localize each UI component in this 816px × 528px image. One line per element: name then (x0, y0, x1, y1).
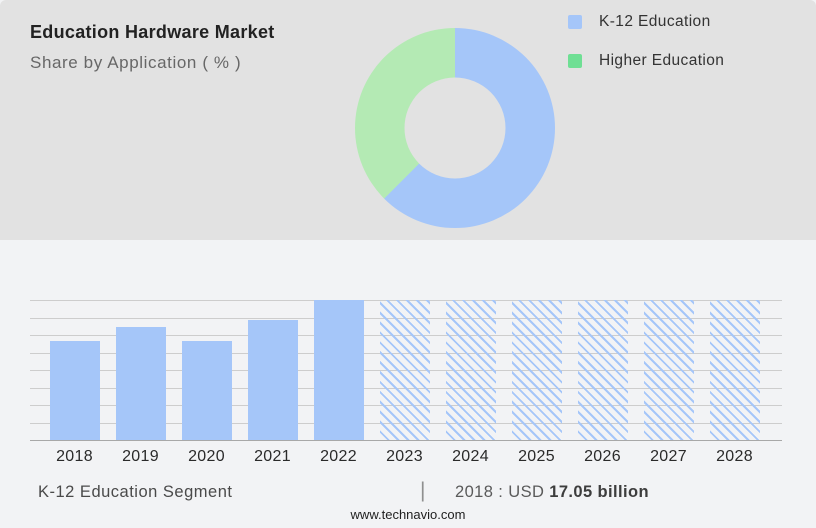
footer-value-prefix: 2018 : USD (455, 483, 550, 501)
bar-2018 (49, 340, 100, 440)
segment-label: K-12 Education Segment (38, 483, 233, 501)
bar-2019 (115, 327, 166, 440)
bar-2020 (181, 341, 232, 440)
x-tick-label: 2023 (386, 448, 423, 465)
bar-chart-panel: 2018 2019 2020 2021 2022 2023 2024 2025 2026 2027… (0, 240, 816, 528)
x-tick-label: 2019 (122, 448, 159, 465)
footer-value-bold: 17.05 billion (549, 483, 649, 501)
x-tick-label: 2026 (584, 448, 621, 465)
chart-legend: K-12 Education Higher Education (568, 13, 725, 92)
x-tick-label: 2028 (716, 448, 753, 465)
x-tick-label: 2024 (452, 448, 489, 465)
donut-chart (355, 28, 555, 228)
x-tick-label: 2021 (254, 448, 291, 465)
bar-2022 (313, 300, 364, 440)
footer-value: 2018 : USD 17.05 billion (455, 483, 649, 502)
page-title: Education Hardware Market (30, 22, 275, 42)
title-block: Education Hardware Market Share by Appli… (30, 22, 275, 73)
bar-forecast-2025 (511, 300, 562, 440)
legend-label: Higher Education (599, 52, 725, 69)
bar-2021 (247, 319, 298, 440)
bar-chart-plot: 2018 2019 2020 2021 2022 2023 2024 2025 2026 2027… (30, 300, 782, 465)
x-tick-label: 2020 (188, 448, 225, 465)
legend-swatch-icon (568, 15, 582, 29)
legend-label: K-12 Education (599, 13, 711, 30)
bar-forecast-2024 (445, 300, 496, 440)
page-subtitle: Share by Application ( % ) (30, 53, 242, 72)
x-tick-label: 2027 (650, 448, 687, 465)
bar-forecast-2028 (709, 300, 760, 440)
legend-swatch-icon (568, 54, 582, 68)
x-axis-line (30, 440, 782, 441)
bar-forecast-2027 (643, 300, 694, 440)
donut-hole (404, 77, 506, 179)
x-tick-label: 2025 (518, 448, 555, 465)
bar-forecast-2023 (379, 300, 430, 440)
bar-forecast-2026 (577, 300, 628, 440)
x-tick-label: 2018 (56, 448, 93, 465)
footer-divider: | (420, 479, 426, 502)
legend-item: Higher Education (568, 52, 725, 69)
x-tick-label: 2022 (320, 448, 357, 465)
legend-item: K-12 Education (568, 13, 724, 30)
website-url: www.technavio.com (350, 507, 466, 522)
header-panel: Education Hardware Market Share by Appli… (0, 0, 816, 240)
